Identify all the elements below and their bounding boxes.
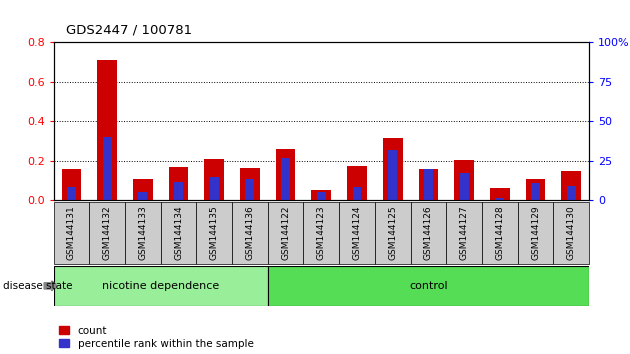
Bar xyxy=(317,192,326,200)
FancyBboxPatch shape xyxy=(54,202,89,264)
Bar xyxy=(174,182,183,200)
Text: GSM144125: GSM144125 xyxy=(388,205,397,260)
Bar xyxy=(454,160,474,200)
FancyBboxPatch shape xyxy=(197,202,232,264)
Text: GSM144134: GSM144134 xyxy=(174,205,183,260)
Text: GSM144131: GSM144131 xyxy=(67,205,76,260)
Text: disease state: disease state xyxy=(3,281,72,291)
Bar xyxy=(276,149,295,200)
FancyBboxPatch shape xyxy=(375,202,411,264)
FancyBboxPatch shape xyxy=(125,202,161,264)
FancyBboxPatch shape xyxy=(54,266,268,306)
Bar xyxy=(169,166,188,200)
Bar xyxy=(424,169,433,200)
Bar xyxy=(347,166,367,200)
Text: nicotine dependence: nicotine dependence xyxy=(102,281,219,291)
Bar xyxy=(531,183,540,200)
Bar xyxy=(495,198,504,200)
Bar xyxy=(353,187,362,200)
FancyBboxPatch shape xyxy=(553,202,589,264)
Text: GSM144135: GSM144135 xyxy=(210,205,219,260)
Bar xyxy=(490,188,510,200)
Bar xyxy=(525,179,546,200)
Bar xyxy=(567,186,576,200)
Text: GSM144127: GSM144127 xyxy=(460,205,469,260)
Text: GSM144132: GSM144132 xyxy=(103,205,112,260)
Bar xyxy=(418,169,438,200)
Bar xyxy=(460,173,469,200)
Text: GSM144136: GSM144136 xyxy=(246,205,255,260)
Text: control: control xyxy=(409,281,448,291)
Bar xyxy=(139,192,147,200)
Bar xyxy=(133,179,152,200)
Text: GSM144129: GSM144129 xyxy=(531,205,540,260)
Text: GSM144122: GSM144122 xyxy=(281,206,290,260)
FancyBboxPatch shape xyxy=(446,202,482,264)
FancyBboxPatch shape xyxy=(411,202,446,264)
Bar xyxy=(62,170,81,200)
Bar xyxy=(103,137,112,200)
FancyBboxPatch shape xyxy=(232,202,268,264)
FancyBboxPatch shape xyxy=(482,202,518,264)
Text: GSM144133: GSM144133 xyxy=(139,205,147,260)
Bar xyxy=(204,159,224,200)
FancyBboxPatch shape xyxy=(518,202,553,264)
Bar xyxy=(67,187,76,200)
Text: GDS2447 / 100781: GDS2447 / 100781 xyxy=(66,23,192,36)
Bar xyxy=(210,177,219,200)
FancyBboxPatch shape xyxy=(304,202,339,264)
Legend: count, percentile rank within the sample: count, percentile rank within the sample xyxy=(59,326,253,349)
Bar xyxy=(240,167,260,200)
FancyBboxPatch shape xyxy=(268,266,589,306)
FancyBboxPatch shape xyxy=(268,202,304,264)
FancyBboxPatch shape xyxy=(89,202,125,264)
Bar xyxy=(281,158,290,200)
Bar xyxy=(388,150,397,200)
FancyBboxPatch shape xyxy=(339,202,375,264)
Text: GSM144126: GSM144126 xyxy=(424,205,433,260)
Bar xyxy=(561,171,581,200)
Text: GSM144130: GSM144130 xyxy=(567,205,576,260)
Bar xyxy=(246,179,255,200)
Text: GSM144124: GSM144124 xyxy=(353,206,362,260)
Text: GSM144123: GSM144123 xyxy=(317,205,326,260)
FancyBboxPatch shape xyxy=(161,202,197,264)
Bar xyxy=(311,190,331,200)
Bar xyxy=(97,60,117,200)
Bar xyxy=(383,138,403,200)
Text: GSM144128: GSM144128 xyxy=(495,205,504,260)
